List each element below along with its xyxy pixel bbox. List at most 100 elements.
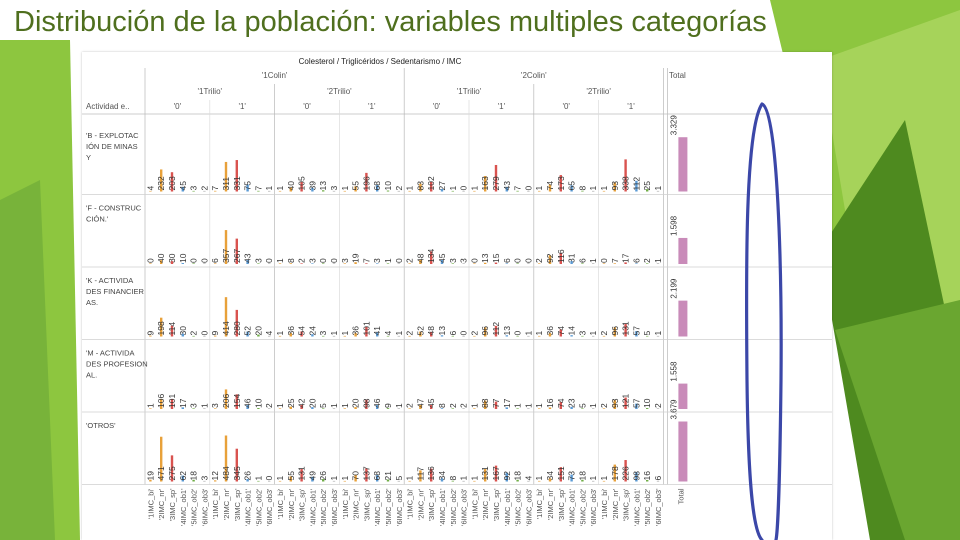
x-tick-label: '2IMC_nr' [352, 488, 361, 520]
bar-r1-b1-c1 [224, 230, 228, 264]
bar-r2-b6-c3 [570, 335, 573, 337]
value-label: 46 [243, 398, 253, 408]
value-label: 96 [480, 326, 490, 336]
bar-r4-b1-c4 [257, 480, 260, 482]
value-label: 105 [297, 176, 307, 190]
value-label: 1 [383, 258, 393, 263]
value-label: 1 [329, 476, 339, 481]
value-label: 0 [199, 331, 209, 336]
value-label: 18 [577, 471, 587, 481]
value-label: 414 [221, 321, 231, 335]
value-label: 3 [372, 258, 382, 263]
header-level3-1: '1' [238, 102, 246, 111]
bar-r2-b2-c0 [278, 335, 282, 337]
bar-r4-b1-c1 [224, 435, 228, 482]
bar-r0-b1-c5 [268, 190, 271, 192]
value-label: 6 [448, 331, 458, 336]
value-label: 25 [642, 181, 652, 191]
value-label: 2 [405, 331, 415, 336]
value-label: 1 [329, 331, 339, 336]
bar-r3-b5-c3 [505, 407, 508, 409]
bar-r3-b0-c2 [170, 399, 174, 409]
value-label: 275 [167, 466, 177, 480]
bar-r2-b2-c1 [289, 333, 292, 337]
value-label: 17 [502, 398, 512, 408]
value-label: 345 [232, 466, 242, 480]
x-tick-label: '3IMC_sp' [362, 488, 371, 521]
bar-r1-b1-c4 [257, 263, 260, 264]
x-tick-label: '3IMC_sp' [557, 488, 566, 521]
value-label: 96 [610, 326, 620, 336]
value-label: 137 [361, 466, 371, 480]
value-label: 3 [253, 258, 263, 263]
bar-r1-b1-c3 [246, 259, 249, 264]
bar-r4-b4-c5 [462, 480, 465, 482]
bar-r2-b1-c4 [257, 334, 260, 337]
bar-r0-b4-c0 [408, 190, 411, 192]
bar-r1-b2-c3 [311, 263, 314, 264]
value-label: 10 [642, 398, 652, 408]
bar-r4-b2-c3 [311, 476, 314, 482]
value-label: 19 [145, 471, 155, 481]
bar-r2-b4-c3 [440, 335, 444, 337]
value-label: 357 [221, 249, 231, 263]
value-label: 23 [567, 398, 577, 408]
total-value-label: 1.598 [669, 215, 678, 236]
value-label: 10 [178, 253, 188, 263]
value-label: 3 [318, 331, 328, 336]
value-label: 7 [253, 186, 263, 191]
x-tick-label: '6IMC_ob3' [330, 488, 339, 526]
value-label: 27 [437, 181, 447, 191]
bar-r2-b5-c2 [494, 325, 498, 337]
x-tick-label: '4IMC_ob1' [308, 488, 317, 526]
bar-r4-b5-c0 [473, 480, 476, 482]
value-label: 34 [545, 471, 555, 481]
bar-r1-b7-c3 [635, 263, 638, 264]
value-label: 14 [567, 326, 577, 336]
bar-r2-b3-c0 [343, 335, 346, 337]
bar-r3-b7-c2 [624, 397, 627, 409]
bar-r0-b0-c1 [160, 169, 163, 192]
bar-r4-b6-c0 [538, 480, 541, 482]
value-label: 0 [318, 258, 328, 263]
x-tick-label: '5IMC_ob2' [449, 488, 458, 526]
bar-r3-b5-c5 [527, 408, 530, 409]
bar-r2-b2-c3 [311, 334, 314, 337]
x-tick-label: '2IMC_nr' [222, 488, 231, 520]
bar-r3-b3-c5 [397, 408, 400, 409]
bar-r4-b3-c3 [376, 475, 379, 482]
row-label-4: 'OTROS' [86, 421, 116, 430]
value-label: 16 [545, 398, 555, 408]
bar-r0-b7-c3 [635, 180, 638, 192]
bar-r0-b2-c0 [278, 190, 282, 192]
bar-r4-b3-c5 [397, 480, 400, 482]
value-label: 1 [523, 403, 533, 408]
x-tick-label: '3IMC_sp' [427, 488, 436, 521]
bar-r2-b5-c0 [473, 335, 476, 337]
value-label: 18 [513, 471, 523, 481]
total-value-label: 2.199 [669, 278, 678, 299]
bar-r1-b6-c3 [570, 261, 573, 264]
value-label: 1 [340, 331, 350, 336]
bar-r0-b1-c4 [257, 190, 260, 192]
x-tick-label: '1IMC_bi' [276, 488, 285, 519]
bar-r2-b2-c4 [322, 335, 325, 337]
value-label: 1 [264, 186, 274, 191]
value-label: 49 [307, 471, 317, 481]
value-label: 52 [415, 326, 425, 336]
row-label-0: Y [86, 153, 91, 162]
bar-r3-b2-c0 [278, 408, 282, 409]
x-tick-label: '6IMC_ob3' [460, 488, 469, 526]
bar-r2-b6-c4 [581, 335, 584, 337]
bar-r3-b6-c2 [559, 401, 562, 409]
total-header-label: Total [669, 71, 686, 80]
value-label: 136 [426, 466, 436, 480]
row-label-3: 'M - ACTIVIDA [86, 349, 135, 358]
x-tick-label: '4IMC_ob1' [179, 488, 188, 526]
value-label: 70 [351, 471, 361, 481]
bar-r1-b3-c5 [397, 263, 400, 264]
value-label: 0 [329, 258, 339, 263]
value-label: 36 [545, 326, 555, 336]
value-label: 30 [178, 326, 188, 336]
